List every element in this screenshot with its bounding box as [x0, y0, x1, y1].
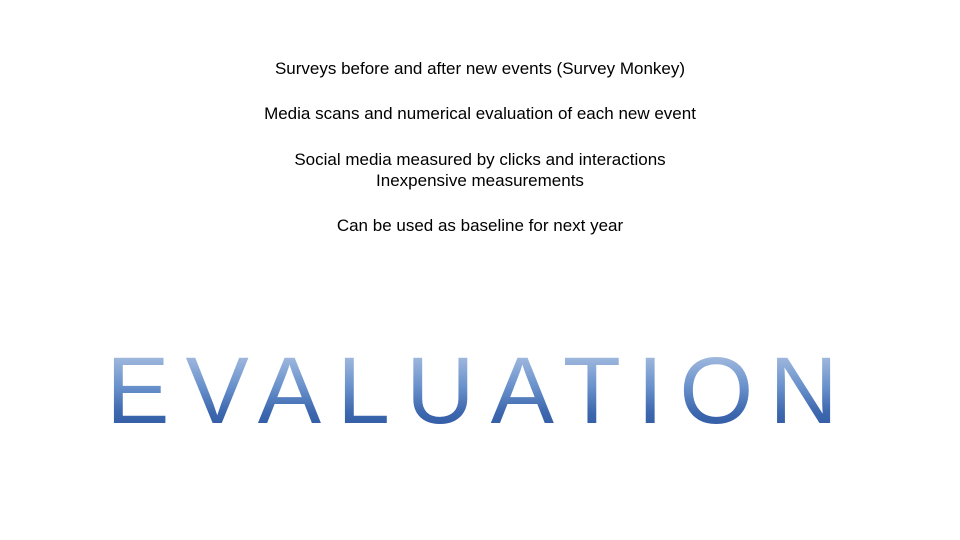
bullet-item: Can be used as baseline for next year: [0, 215, 960, 236]
bullet-list: Surveys before and after new events (Sur…: [0, 58, 960, 260]
bullet-item: Social media measured by clicks and inte…: [0, 149, 960, 192]
bullet-line: Inexpensive measurements: [0, 170, 960, 191]
bullet-line: Social media measured by clicks and inte…: [0, 149, 960, 170]
bullet-item: Surveys before and after new events (Sur…: [0, 58, 960, 79]
bullet-line: Media scans and numerical evaluation of …: [0, 103, 960, 124]
hero-title: EVALUATION: [0, 337, 960, 446]
bullet-line: Surveys before and after new events (Sur…: [0, 58, 960, 79]
bullet-item: Media scans and numerical evaluation of …: [0, 103, 960, 124]
bullet-line: Can be used as baseline for next year: [0, 215, 960, 236]
